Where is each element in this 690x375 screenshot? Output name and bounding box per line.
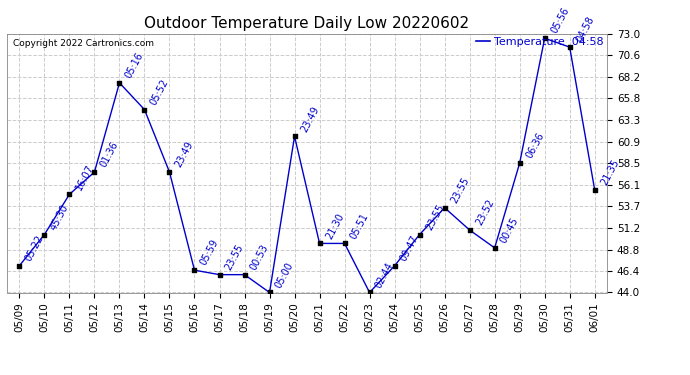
Text: Copyright 2022 Cartronics.com: Copyright 2022 Cartronics.com: [13, 39, 154, 48]
Point: [39, 231, 50, 237]
Text: 05:56: 05:56: [549, 6, 571, 35]
Text: 02:44: 02:44: [374, 260, 395, 290]
Text: 05:52: 05:52: [148, 77, 170, 107]
Point: [64, 191, 75, 197]
Text: 23:55: 23:55: [424, 202, 446, 232]
Text: 00:45: 00:45: [499, 216, 521, 245]
Text: 23:55: 23:55: [448, 176, 471, 205]
Point: [214, 272, 225, 278]
Point: [239, 272, 250, 278]
Point: [339, 240, 350, 246]
Text: 00:53: 00:53: [248, 243, 270, 272]
Text: 45:30: 45:30: [48, 202, 70, 232]
Text: 05:16: 05:16: [124, 51, 146, 80]
Point: [289, 134, 300, 140]
Text: 16:07: 16:07: [74, 162, 95, 192]
Point: [564, 44, 575, 50]
Text: 23:49: 23:49: [174, 140, 195, 169]
Text: 23:52: 23:52: [474, 198, 496, 227]
Point: [89, 169, 100, 175]
Text: 23:49: 23:49: [299, 104, 321, 134]
Text: 05:59: 05:59: [199, 238, 221, 267]
Point: [539, 35, 550, 41]
Point: [189, 267, 200, 273]
Point: [114, 80, 125, 86]
Point: [314, 240, 325, 246]
Point: [439, 205, 450, 211]
Point: [139, 106, 150, 112]
Point: [164, 169, 175, 175]
Point: [14, 263, 25, 269]
Text: 01:36: 01:36: [99, 140, 121, 169]
Text: 05:22: 05:22: [23, 233, 46, 263]
Text: 05:00: 05:00: [274, 260, 295, 290]
Text: 21:30: 21:30: [324, 211, 346, 241]
Text: 21:35: 21:35: [599, 158, 621, 187]
Point: [414, 231, 425, 237]
Point: [514, 160, 525, 166]
Text: 09:47: 09:47: [399, 234, 421, 263]
Point: [389, 263, 400, 269]
Text: 05:51: 05:51: [348, 211, 371, 241]
Point: [364, 290, 375, 296]
Legend: Temperature  04:58: Temperature 04:58: [477, 37, 604, 47]
Text: 23:55: 23:55: [224, 242, 246, 272]
Point: [489, 245, 500, 251]
Point: [264, 290, 275, 296]
Point: [464, 227, 475, 233]
Text: 04:58: 04:58: [574, 15, 595, 44]
Text: 06:36: 06:36: [524, 131, 546, 160]
Title: Outdoor Temperature Daily Low 20220602: Outdoor Temperature Daily Low 20220602: [144, 16, 470, 31]
Point: [589, 187, 600, 193]
